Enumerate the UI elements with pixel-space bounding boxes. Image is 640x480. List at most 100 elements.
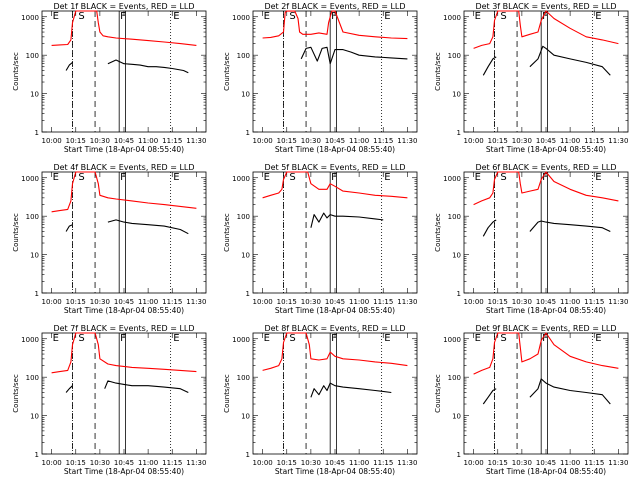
y-tick-label: 1	[457, 451, 461, 459]
x-tick-label: 10:45	[114, 459, 134, 467]
y-tick-label: 1	[35, 451, 39, 459]
y-tick-label: 10	[30, 413, 39, 421]
chart-panel-det7: Det 7f BLACK = Events, RED = LLD 1 10 100 10…	[12, 324, 206, 476]
event-marker-label: E	[595, 11, 601, 22]
event-marker-label: E	[264, 172, 270, 183]
x-tick-label: 11:30	[397, 459, 417, 467]
y-tick-label: 100	[237, 374, 250, 382]
x-tick-label: 10:15	[488, 137, 508, 145]
x-tick-label: 11:30	[186, 459, 206, 467]
y-tick-label: 1	[457, 129, 461, 137]
series-line-events	[310, 382, 392, 398]
x-tick-label: 11:30	[608, 459, 628, 467]
x-tick-label: 11:15	[584, 459, 604, 467]
series-line-lld	[51, 332, 197, 374]
event-marker-label: F	[331, 11, 337, 22]
y-tick-label: 100	[448, 52, 461, 60]
y-tick-label: 10	[452, 252, 461, 260]
event-marker-label: F	[120, 11, 126, 22]
y-axis-label: Counts/sec	[223, 374, 231, 413]
x-tick-label: 10:15	[277, 298, 297, 306]
x-tick-label: 11:15	[373, 298, 393, 306]
x-tick-label: 11:30	[397, 137, 417, 145]
x-tick-label: 11:30	[608, 137, 628, 145]
chart-panel-det1: Det 1f BLACK = Events, RED = LLD 1 10 100 10…	[12, 2, 206, 154]
y-tick-label: 1	[35, 290, 39, 298]
x-tick-label: 11:30	[608, 298, 628, 306]
x-tick-label: 10:45	[325, 459, 345, 467]
event-marker-label: S	[78, 333, 84, 344]
y-tick-label: 100	[237, 213, 250, 221]
y-tick-label: 1000	[232, 14, 250, 22]
x-axis-label: Start Time (18-Apr-04 08:55:40)	[486, 145, 606, 154]
x-axis-label: Start Time (18-Apr-04 08:55:40)	[64, 306, 184, 315]
y-tick-label: 1000	[21, 14, 39, 22]
event-marker-label: E	[173, 333, 179, 344]
event-marker-label: E	[475, 172, 481, 183]
event-marker-label: E	[595, 172, 601, 183]
x-axis-label: Start Time (18-Apr-04 08:55:40)	[486, 306, 606, 315]
y-tick-label: 100	[26, 374, 39, 382]
x-tick-label: 11:30	[186, 298, 206, 306]
x-tick-label: 10:45	[325, 298, 345, 306]
event-marker-label: E	[53, 333, 59, 344]
y-tick-label: 1000	[443, 336, 461, 344]
y-tick-label: 1000	[21, 336, 39, 344]
x-tick-label: 10:30	[512, 298, 532, 306]
series-line-lld	[473, 10, 619, 49]
x-axis-label: Start Time (18-Apr-04 08:55:40)	[275, 306, 395, 315]
x-tick-label: 10:45	[536, 459, 556, 467]
x-tick-label: 11:00	[138, 298, 158, 306]
event-marker-label: F	[331, 333, 337, 344]
x-tick-label: 10:30	[301, 137, 321, 145]
x-tick-label: 11:00	[349, 137, 369, 145]
y-tick-label: 1000	[232, 336, 250, 344]
event-marker-label: S	[500, 333, 506, 344]
y-tick-label: 10	[30, 91, 39, 99]
y-axis-label: Counts/sec	[223, 213, 231, 252]
y-tick-label: 10	[452, 413, 461, 421]
x-tick-label: 10:00	[253, 137, 273, 145]
x-tick-label: 11:15	[162, 459, 182, 467]
y-tick-label: 1000	[21, 175, 39, 183]
x-tick-label: 10:00	[464, 137, 484, 145]
x-tick-label: 10:15	[277, 459, 297, 467]
chart-panel-det4: Det 4f BLACK = Events, RED = LLD 1 10 100 10…	[12, 163, 206, 315]
series-line-events	[482, 378, 611, 405]
series-line-lld	[473, 171, 619, 206]
event-marker-label: S	[78, 172, 84, 183]
event-marker-label: E	[384, 333, 390, 344]
event-marker-label: S	[289, 172, 295, 183]
x-tick-label: 10:15	[488, 298, 508, 306]
x-tick-label: 10:45	[536, 137, 556, 145]
series-line-events	[65, 380, 189, 393]
event-marker-label: F	[542, 172, 548, 183]
y-tick-label: 100	[448, 213, 461, 221]
series-line-events	[482, 45, 611, 76]
y-tick-label: 100	[26, 213, 39, 221]
event-marker-label: E	[53, 11, 59, 22]
x-axis-label: Start Time (18-Apr-04 08:55:40)	[275, 145, 395, 154]
y-tick-label: 1	[246, 451, 250, 459]
event-marker-label: E	[475, 11, 481, 22]
y-tick-label: 10	[241, 252, 250, 260]
x-tick-label: 10:30	[90, 298, 110, 306]
y-tick-label: 10	[30, 252, 39, 260]
x-tick-label: 11:15	[373, 137, 393, 145]
x-tick-label: 10:45	[536, 298, 556, 306]
series-line-lld	[262, 10, 408, 40]
x-tick-label: 11:00	[138, 137, 158, 145]
x-tick-label: 11:00	[349, 298, 369, 306]
y-axis-label: Counts/sec	[434, 52, 442, 91]
chart-title: Det 4f BLACK = Events, RED = LLD	[53, 163, 194, 172]
x-tick-label: 11:15	[584, 137, 604, 145]
x-tick-label: 10:00	[42, 137, 62, 145]
x-axis-label: Start Time (18-Apr-04 08:55:40)	[486, 467, 606, 476]
y-tick-label: 1	[35, 129, 39, 137]
series-line-lld	[51, 171, 197, 213]
chart-panel-det5: Det 5f BLACK = Events, RED = LLD 1 10 100 10…	[223, 163, 417, 315]
event-marker-label: E	[264, 333, 270, 344]
x-tick-label: 10:00	[42, 459, 62, 467]
event-marker-label: E	[595, 333, 601, 344]
